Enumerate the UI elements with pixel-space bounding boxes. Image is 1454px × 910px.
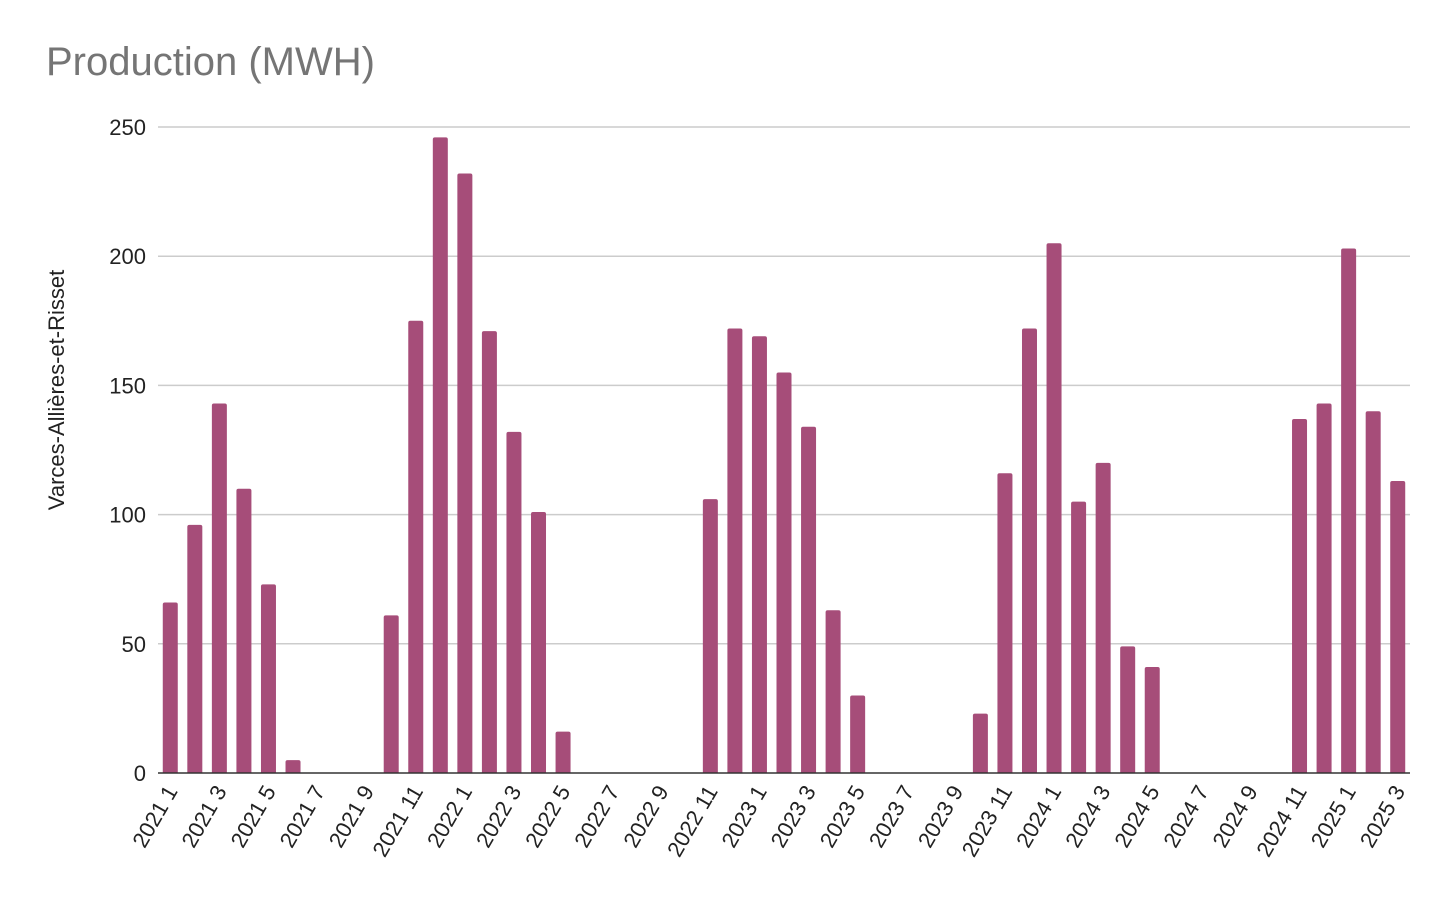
bar (801, 426, 817, 773)
bar (1095, 462, 1111, 773)
bar (850, 695, 866, 773)
bar (1292, 418, 1308, 773)
x-tick-label: 2024 7 (1158, 781, 1213, 852)
bar (211, 403, 227, 773)
x-tick-label: 2025 3 (1355, 781, 1410, 852)
x-tick-label: 2021 5 (226, 781, 281, 852)
bar (285, 760, 301, 773)
bar (972, 713, 988, 773)
bar (997, 473, 1013, 773)
x-tick-label: 2023 1 (716, 781, 771, 852)
y-tick-label: 150 (109, 373, 146, 398)
bar (776, 372, 792, 773)
bars (162, 137, 1406, 774)
bar (825, 610, 841, 773)
bar (162, 602, 178, 773)
y-tick-label: 250 (109, 115, 146, 140)
x-tick-label: 2022 1 (422, 781, 477, 852)
x-tick-label: 2022 7 (569, 781, 624, 852)
bar (1046, 243, 1062, 773)
y-tick-label: 200 (109, 244, 146, 269)
bar (1120, 646, 1136, 773)
bar (187, 524, 203, 773)
y-tick-label: 100 (109, 503, 146, 528)
y-tick-label: 0 (134, 761, 146, 786)
bar (727, 328, 743, 773)
bar (531, 512, 547, 773)
x-tick-label: 2022 3 (471, 781, 526, 852)
bar (555, 731, 571, 773)
bar (260, 584, 276, 773)
bar (751, 336, 767, 773)
x-tick-label: 2021 1 (127, 781, 182, 852)
bar (383, 615, 399, 773)
bar (481, 331, 497, 773)
x-tick-label: 2024 5 (1109, 781, 1164, 852)
bar (1365, 411, 1381, 773)
x-tick-label: 2024 3 (1060, 781, 1115, 852)
bar (457, 173, 473, 774)
x-tick-label: 2024 1 (1011, 781, 1066, 852)
x-tick-label: 2023 7 (864, 781, 919, 852)
bar (1390, 481, 1406, 773)
x-tick-label: 2022 5 (520, 781, 575, 852)
bar (236, 488, 252, 773)
x-tick-label: 2025 1 (1306, 781, 1361, 852)
bar (1144, 667, 1160, 773)
x-tick-label: 2021 7 (275, 781, 330, 852)
y-axis-ticks: 0 50 100 150 200 250 (109, 115, 146, 786)
bar (1341, 248, 1357, 773)
x-tick-label: 2021 3 (176, 781, 231, 852)
bar (702, 499, 718, 773)
x-tick-label: 2023 3 (766, 781, 821, 852)
bar (408, 320, 424, 773)
x-tick-label: 2023 5 (815, 781, 870, 852)
y-axis-label: Varces-Allières-et-Risset (44, 270, 69, 510)
bar (1316, 403, 1332, 773)
bar (1021, 328, 1037, 773)
bar (1071, 501, 1087, 773)
bar (506, 431, 522, 773)
chart-title: Production (MWH) (46, 40, 375, 84)
y-tick-label: 50 (122, 632, 146, 657)
bar (432, 137, 448, 773)
